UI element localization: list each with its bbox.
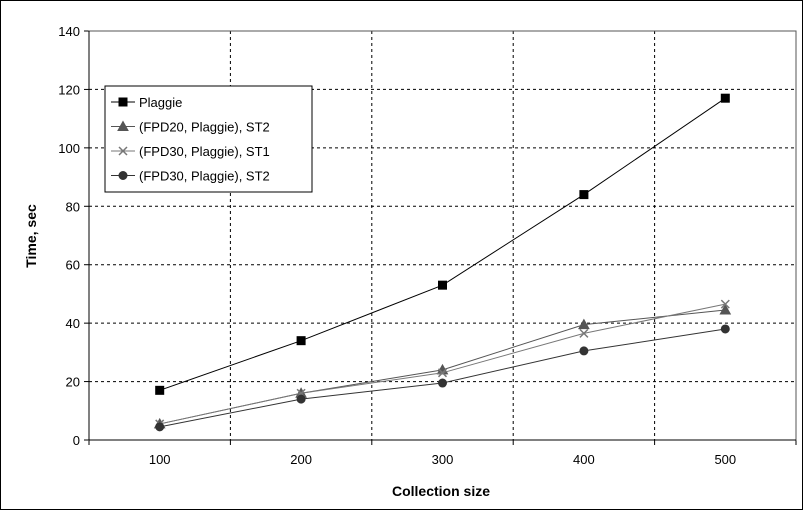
x-axis-title: Collection size: [392, 483, 490, 499]
data-point: [579, 190, 589, 200]
data-point: [438, 280, 447, 290]
data-point: [579, 328, 589, 338]
data-point: [296, 336, 306, 346]
legend-marker: [118, 146, 128, 156]
axes: 0 20 40 60 80 100 120 140 100 200 300 400 500: [58, 24, 797, 467]
x-tick-label: 400: [573, 452, 595, 467]
legend-box: [104, 85, 313, 193]
y-tick-label: 120: [58, 82, 80, 97]
x-tick-label: 300: [432, 452, 454, 467]
y-tick-label: 0: [73, 433, 80, 448]
data-point: [155, 422, 165, 432]
legend-label: (FPD20, Plaggie), ST2: [139, 120, 270, 135]
data-point: [720, 299, 730, 309]
series-1: [155, 93, 730, 395]
series-4: [155, 324, 730, 432]
y-tick-label: 100: [58, 141, 80, 156]
series-layer: [153, 93, 732, 432]
x-tick-label: 200: [290, 452, 312, 467]
data-point: [437, 368, 448, 378]
x-tick-label: 100: [149, 452, 171, 467]
data-point-stroke: [720, 299, 730, 309]
data-point: [155, 385, 165, 395]
y-tick-label: 20: [66, 375, 80, 390]
legend-marker: [118, 97, 128, 107]
data-point: [579, 346, 589, 356]
data-point: [296, 394, 306, 404]
legend: Plaggie (FPD20, Plaggie), ST2 (FPD30, Plag…: [104, 85, 313, 193]
data-point: [720, 324, 730, 334]
legend-marker: [117, 120, 129, 131]
x-tick-label: 500: [714, 452, 736, 467]
data-point: [578, 318, 590, 330]
y-tick-label: 40: [66, 316, 80, 331]
data-point-stroke: [579, 328, 589, 338]
legend-label: Plaggie: [139, 95, 182, 110]
legend-label: (FPD30, Plaggie), ST1: [139, 144, 270, 159]
y-axis-title: Time, sec: [23, 204, 39, 268]
y-tick-label: 140: [58, 24, 80, 39]
data-point: [438, 378, 447, 388]
data-point-stroke: [437, 368, 448, 378]
y-tick-label: 60: [66, 258, 80, 273]
legend-label: (FPD30, Plaggie), ST2: [139, 169, 270, 184]
data-point: [720, 93, 730, 103]
legend-marker-stroke: [118, 146, 128, 156]
data-point: [719, 303, 732, 315]
y-tick-label: 80: [66, 199, 80, 214]
legend-marker: [118, 171, 128, 180]
